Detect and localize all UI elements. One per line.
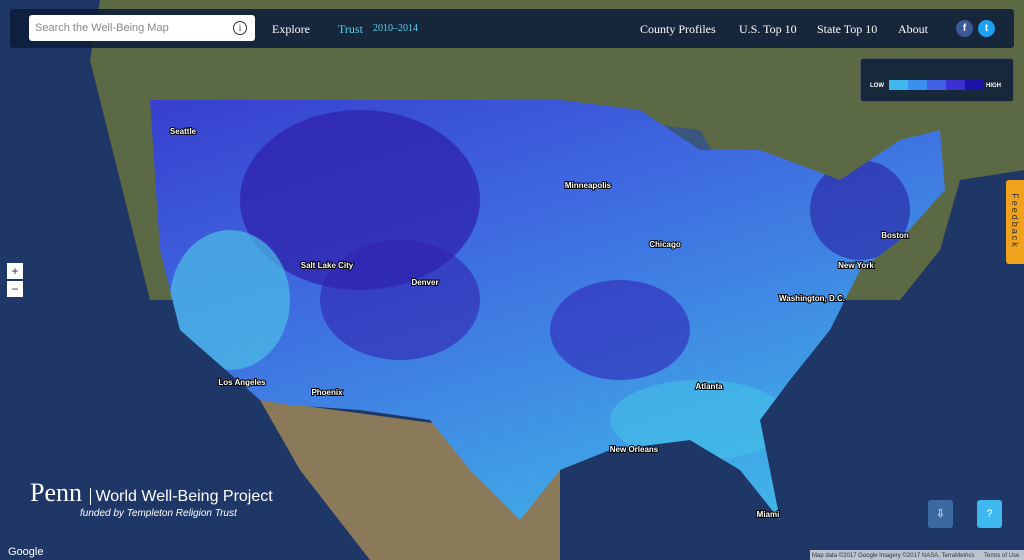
attribution-bg xyxy=(810,550,1024,560)
city-label: New Orleans xyxy=(610,445,659,454)
nav-measure[interactable]: Trust xyxy=(338,22,363,36)
region xyxy=(320,240,480,360)
city-label: New York xyxy=(838,261,874,270)
attribution: Map data ©2017 Google Imagery ©2017 NASA… xyxy=(812,552,974,559)
nav-link[interactable]: About xyxy=(898,22,928,36)
header: Search the Well-Being Map i Explore Trust… xyxy=(10,9,1014,48)
branding: Penn World Well-Being Project funded by … xyxy=(30,478,273,519)
region xyxy=(170,230,290,370)
city-label: Los Angeles xyxy=(218,378,266,387)
city-label: Miami xyxy=(757,510,780,519)
legend-swatch xyxy=(946,80,965,90)
legend-swatches xyxy=(889,80,984,90)
legend-swatch xyxy=(927,80,946,90)
feedback-label: Feedback xyxy=(1010,193,1020,249)
feedback-tab[interactable]: Feedback xyxy=(1006,180,1024,264)
region xyxy=(810,160,910,260)
legend-swatch xyxy=(889,80,908,90)
search-box[interactable]: Search the Well-Being Map i xyxy=(29,15,255,41)
twitter[interactable]: t xyxy=(978,20,995,37)
region xyxy=(610,380,790,460)
info-icon[interactable]: i xyxy=(233,21,247,35)
city-label: Minneapolis xyxy=(565,181,612,190)
city-label: Washington, D.C. xyxy=(779,294,845,303)
legend-swatch xyxy=(908,80,927,90)
help-button[interactable]: ? xyxy=(977,500,1002,528)
nav-years[interactable]: 2010–2014 xyxy=(373,23,418,34)
project-name: World Well-Being Project xyxy=(90,488,273,505)
google-logo: Google xyxy=(8,546,43,558)
city-label: Chicago xyxy=(649,240,681,249)
nav-link[interactable]: U.S. Top 10 xyxy=(739,22,797,36)
legend-high: HIGH xyxy=(986,83,1001,89)
region xyxy=(550,280,690,380)
city-label: Phoenix xyxy=(311,388,343,397)
terms-link[interactable]: Terms of Use xyxy=(984,553,1020,559)
nav-link[interactable]: State Top 10 xyxy=(817,22,878,36)
facebook[interactable]: f xyxy=(956,20,973,37)
city-label: Atlanta xyxy=(695,382,723,391)
city-label: Boston xyxy=(881,231,909,240)
legend-swatch xyxy=(965,80,984,90)
city-label: Seattle xyxy=(170,127,197,136)
nav-link[interactable]: County Profiles xyxy=(640,22,716,36)
nav-explore[interactable]: Explore xyxy=(272,22,310,36)
zoom-out[interactable]: − xyxy=(7,281,23,297)
city-label: Salt Lake City xyxy=(301,261,354,270)
legend: LOW HIGH xyxy=(860,58,1014,102)
legend-low: LOW xyxy=(870,83,884,89)
city-label: Denver xyxy=(411,278,438,287)
zoom-in[interactable]: + xyxy=(7,263,23,279)
penn-logo: Penn xyxy=(30,478,82,507)
funding-note: funded by Templeton Religion Trust xyxy=(80,508,237,519)
download-button[interactable]: ⇩ xyxy=(928,500,953,528)
search-placeholder: Search the Well-Being Map xyxy=(35,22,169,34)
